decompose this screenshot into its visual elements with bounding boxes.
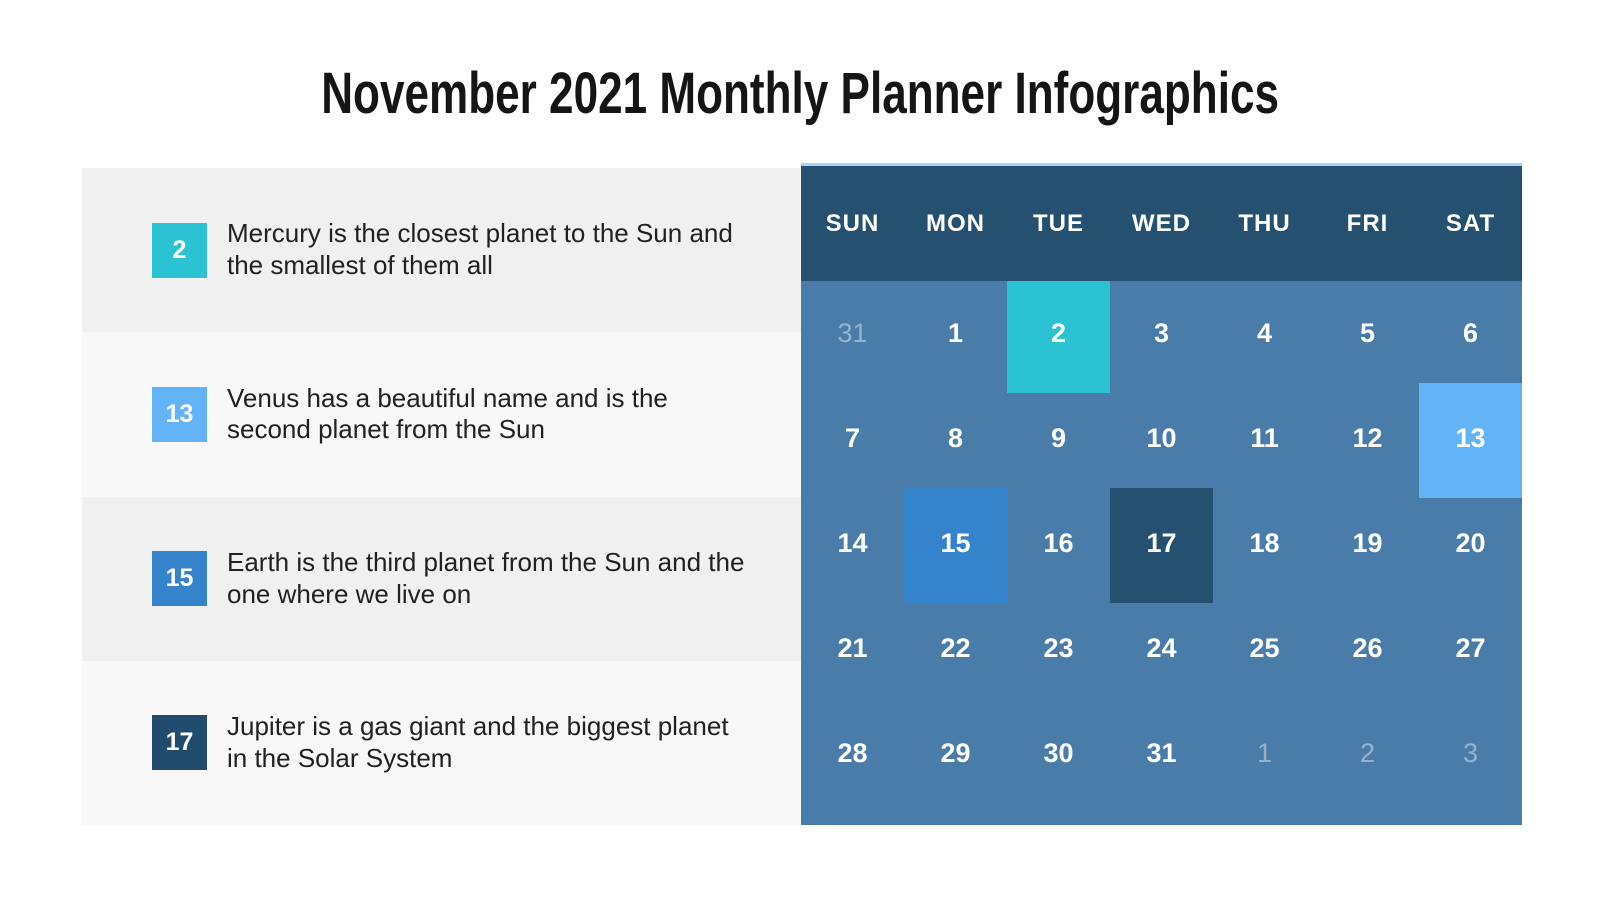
calendar-day-highlighted: 15 <box>904 488 1007 603</box>
weekday-mon: MON <box>926 209 985 237</box>
day-label: 13 <box>1455 423 1486 453</box>
calendar: SUN MON TUE WED THU FRI SAT 31 1 2 3 4 5… <box>801 163 1522 825</box>
day-label: 28 <box>837 738 868 768</box>
calendar-day: 3 <box>1419 701 1522 806</box>
day-label: 26 <box>1352 633 1383 663</box>
day-label: 31 <box>1146 738 1177 768</box>
calendar-day: 30 <box>1007 701 1110 806</box>
day-label: 22 <box>940 633 971 663</box>
calendar-day: 22 <box>904 596 1007 701</box>
weekday-thu: THU <box>1238 209 1291 237</box>
calendar-day-highlighted: 2 <box>1007 281 1110 393</box>
calendar-day: 10 <box>1110 386 1213 491</box>
weekday-wed: WED <box>1132 209 1191 237</box>
calendar-day: 26 <box>1316 596 1419 701</box>
day-label: 1 <box>947 318 964 348</box>
calendar-day: 5 <box>1316 281 1419 386</box>
day-label: 4 <box>1256 318 1273 348</box>
day-label: 3 <box>1153 318 1170 348</box>
calendar-day: 4 <box>1213 281 1316 386</box>
day-label: 30 <box>1043 738 1074 768</box>
day-label: 24 <box>1146 633 1177 663</box>
calendar-grid: 31 1 2 3 4 5 6 7 8 9 10 11 12 13 14 15 1… <box>801 281 1522 806</box>
legend-item-earth: 15 Earth is the third planet from the Su… <box>82 496 801 661</box>
calendar-day: 20 <box>1419 491 1522 596</box>
calendar-day: 19 <box>1316 491 1419 596</box>
page-title-wrap: November 2021 Monthly Planner Infographi… <box>0 60 1600 127</box>
weekday-sat: SAT <box>1445 209 1496 237</box>
day-label: 2 <box>1359 738 1376 768</box>
calendar-day: 23 <box>1007 596 1110 701</box>
day-label: 31 <box>837 318 868 348</box>
calendar-day: 12 <box>1316 386 1419 491</box>
calendar-day: 24 <box>1110 596 1213 701</box>
calendar-day: 21 <box>801 596 904 701</box>
day-label: 8 <box>947 423 964 453</box>
calendar-day: 6 <box>1419 281 1522 386</box>
day-label: 15 <box>940 528 971 558</box>
date-badge-2: 2 <box>152 222 207 278</box>
calendar-day: 2 <box>1316 701 1419 806</box>
day-label: 12 <box>1352 423 1383 453</box>
calendar-day: 11 <box>1213 386 1316 491</box>
calendar-day-highlighted: 13 <box>1419 383 1522 498</box>
day-label: 1 <box>1256 738 1273 768</box>
weekday-tue: TUE <box>1033 209 1084 237</box>
day-label: 21 <box>837 633 868 663</box>
day-label: 17 <box>1146 528 1177 558</box>
legend-text-jupiter: Jupiter is a gas giant and the biggest p… <box>227 711 729 773</box>
calendar-day: 9 <box>1007 386 1110 491</box>
day-label: 23 <box>1043 633 1074 663</box>
calendar-day: 1 <box>1213 701 1316 806</box>
day-label: 5 <box>1359 318 1376 348</box>
weekday-sun: SUN <box>825 209 880 237</box>
calendar-day: 28 <box>801 701 904 806</box>
day-label: 7 <box>844 423 861 453</box>
legend-item-mercury: 2 Mercury is the closest planet to the S… <box>82 168 801 333</box>
date-badge-15: 15 <box>152 551 207 607</box>
calendar-day: 14 <box>801 491 904 596</box>
calendar-day: 1 <box>904 281 1007 386</box>
calendar-day: 8 <box>904 386 1007 491</box>
calendar-day: 31 <box>801 281 904 386</box>
weekday-fri: FRI <box>1346 209 1389 237</box>
day-label: 29 <box>940 738 971 768</box>
day-label: 14 <box>837 528 868 558</box>
legend-panel: 2 Mercury is the closest planet to the S… <box>82 168 801 825</box>
day-label: 20 <box>1455 528 1486 558</box>
legend-text-venus: Venus has a beautiful name and is the se… <box>227 382 668 445</box>
calendar-day: 3 <box>1110 281 1213 386</box>
calendar-weekday-header: SUN MON TUE WED THU FRI SAT <box>801 166 1522 281</box>
day-label: 27 <box>1455 633 1486 663</box>
legend-text-mercury: Mercury is the closest planet to the Sun… <box>227 218 733 281</box>
calendar-day: 29 <box>904 701 1007 806</box>
day-label: 11 <box>1250 423 1279 453</box>
day-label: 25 <box>1249 633 1280 663</box>
day-label: 10 <box>1146 423 1177 453</box>
day-label: 19 <box>1352 528 1383 558</box>
day-label: 18 <box>1249 528 1280 558</box>
calendar-day: 7 <box>801 386 904 491</box>
calendar-day: 16 <box>1007 491 1110 596</box>
day-label: 6 <box>1462 318 1479 348</box>
legend-item-venus: 13 Venus has a beautiful name and is the… <box>82 332 801 497</box>
calendar-day-highlighted: 17 <box>1110 488 1213 603</box>
date-badge-17: 17 <box>152 715 207 771</box>
calendar-day: 25 <box>1213 596 1316 701</box>
day-label: 9 <box>1050 423 1067 453</box>
legend-text-earth: Earth is the third planet from the Sun a… <box>227 546 745 609</box>
calendar-day: 27 <box>1419 596 1522 701</box>
calendar-day: 31 <box>1110 701 1213 806</box>
calendar-day: 18 <box>1213 491 1316 596</box>
date-badge-13: 13 <box>152 386 207 442</box>
legend-item-jupiter: 17 Jupiter is a gas giant and the bigges… <box>82 660 801 825</box>
page-title: November 2021 Monthly Planner Infographi… <box>321 61 1279 126</box>
day-label: 16 <box>1043 528 1074 558</box>
day-label: 3 <box>1462 738 1479 768</box>
day-label: 2 <box>1050 318 1067 348</box>
